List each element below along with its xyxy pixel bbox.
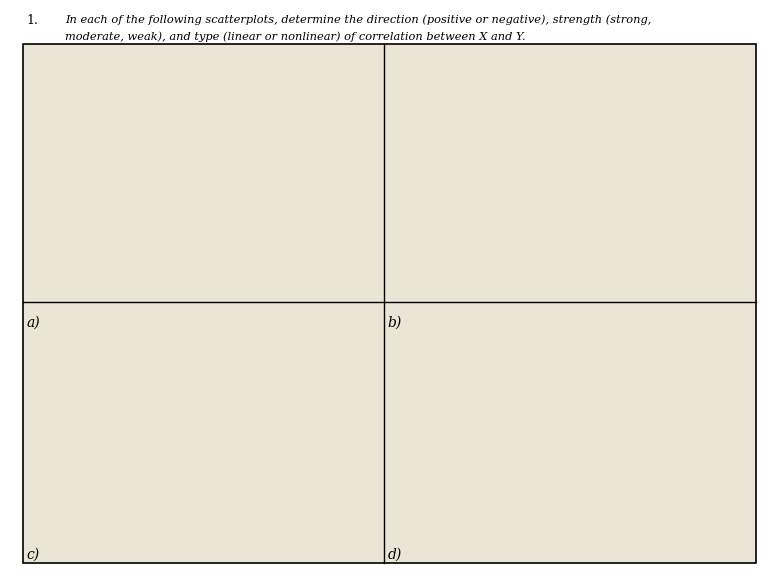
Y-axis label: Y2: Y2 [379, 169, 388, 182]
Point [623, 469, 635, 478]
Point [670, 267, 682, 276]
Point [117, 332, 129, 341]
Title: Scatterplot of Y4 vs X4: Scatterplot of Y4 vs X4 [508, 314, 640, 322]
Point [485, 359, 498, 368]
Text: 1.: 1. [27, 14, 38, 27]
X-axis label: X2: X2 [568, 308, 581, 317]
Point [614, 440, 626, 449]
Point [209, 188, 221, 197]
Point [522, 380, 535, 389]
Point [223, 178, 236, 187]
Point [193, 335, 205, 344]
Point [467, 365, 479, 374]
Point [188, 332, 200, 342]
Point [170, 220, 183, 229]
Point [156, 227, 168, 236]
Point [230, 176, 242, 185]
Point [105, 331, 118, 340]
Text: d): d) [388, 548, 402, 562]
Point [440, 409, 452, 419]
Point [687, 491, 699, 500]
Point [317, 478, 329, 488]
Point [161, 224, 174, 233]
Point [577, 431, 589, 440]
Text: c): c) [26, 548, 39, 562]
Point [504, 395, 516, 404]
Point [449, 389, 462, 398]
Text: moderate, weak), and type (linear or nonlinear) of correlation between X and Y.: moderate, weak), and type (linear or non… [65, 32, 526, 42]
Point [174, 334, 187, 343]
Point [568, 395, 581, 404]
Point [194, 208, 207, 218]
Point [119, 331, 131, 340]
Point [595, 461, 607, 470]
Point [327, 507, 339, 516]
Point [670, 227, 682, 236]
Title: Scatterplot of Y3 vs X3: Scatterplot of Y3 vs X3 [155, 314, 286, 322]
Point [513, 359, 525, 368]
Point [542, 179, 554, 188]
Point [174, 216, 186, 226]
FancyBboxPatch shape [23, 44, 756, 563]
Point [109, 267, 121, 277]
Point [669, 455, 681, 464]
Point [197, 334, 210, 343]
Point [291, 115, 303, 124]
Point [209, 335, 221, 345]
X-axis label: X1: X1 [214, 308, 227, 317]
Point [333, 89, 345, 99]
Point [660, 431, 672, 440]
Point [278, 356, 290, 365]
Point [273, 127, 286, 136]
Text: b): b) [388, 316, 402, 330]
Point [200, 204, 212, 213]
Point [206, 191, 218, 201]
Title: Scatterplot of Y2 vs X2: Scatterplot of Y2 vs X2 [508, 53, 641, 61]
Point [329, 511, 341, 520]
Point [288, 120, 300, 129]
Point [253, 155, 265, 165]
Point [559, 419, 571, 428]
Point [577, 192, 589, 201]
Y-axis label: Y1: Y1 [50, 169, 59, 182]
Text: In each of the following scatterplots, determine the direction (positive or nega: In each of the following scatterplots, d… [65, 14, 652, 25]
Point [693, 227, 705, 236]
Title: Scatterplot of Y1 vs X1: Scatterplot of Y1 vs X1 [154, 53, 287, 61]
Y-axis label: Y3: Y3 [37, 419, 46, 431]
Point [531, 409, 544, 419]
Point [262, 150, 274, 160]
Point [641, 478, 654, 488]
Point [633, 213, 645, 223]
Point [705, 484, 717, 494]
Point [495, 371, 507, 380]
Point [586, 448, 598, 458]
Point [186, 332, 198, 341]
Point [534, 165, 546, 175]
Point [203, 198, 215, 208]
Point [523, 163, 535, 172]
Point [319, 484, 332, 494]
Point [476, 380, 488, 389]
Point [667, 224, 679, 234]
Text: a): a) [26, 316, 40, 330]
Point [550, 389, 562, 398]
Point [565, 186, 578, 195]
Point [517, 160, 529, 169]
Point [326, 501, 339, 510]
Point [214, 184, 227, 193]
Point [324, 486, 336, 495]
X-axis label: X3: X3 [214, 546, 227, 554]
Point [232, 174, 244, 183]
Point [313, 454, 325, 463]
Y-axis label: Y4: Y4 [383, 419, 392, 431]
X-axis label: X4: X4 [568, 546, 581, 554]
Point [541, 371, 553, 380]
